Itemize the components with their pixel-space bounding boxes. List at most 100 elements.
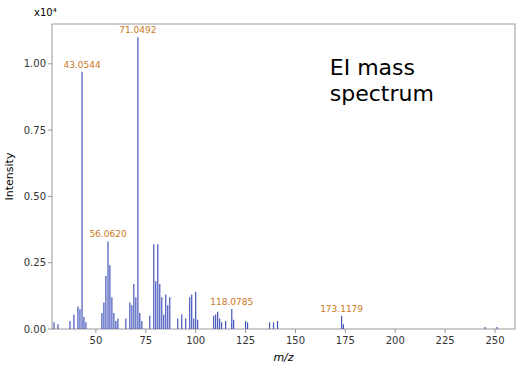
peak [85,322,86,329]
peak [169,297,170,329]
peak [341,316,342,329]
peak [103,302,104,329]
peak [131,305,132,329]
peak [231,309,232,329]
y-tick-label: 0.50 [24,191,46,202]
peak [73,314,74,329]
y-tick [48,63,52,64]
x-tick-label: 150 [286,335,305,346]
peak [155,281,156,329]
x-tick-label: 125 [236,335,255,346]
peak [137,37,138,329]
y-tick [48,130,52,131]
peak [129,302,130,329]
peak [159,284,160,329]
y-tick-label: 0.75 [24,125,46,136]
peak [115,321,116,329]
y-axis-label: Intensity [3,152,16,200]
peak [181,314,182,329]
peak [225,321,226,329]
x-tick [345,329,346,333]
peak [161,297,162,329]
title: EI massspectrum [330,55,434,106]
peak [217,312,218,329]
peak [149,316,150,329]
peak [79,309,80,329]
peaks [54,37,497,329]
peak [157,244,158,329]
chart: 50751001251501752002252500.000.250.500.7… [0,0,527,369]
peak [247,322,248,329]
peak [343,324,344,329]
peak [221,322,222,329]
peak [117,318,118,329]
x-tick [195,329,196,333]
annotations: 43.054456.062071.0492118.0785173.1179 [63,25,363,313]
peak [245,321,246,329]
y-tick [48,196,52,197]
peak [484,327,485,329]
x-tick [295,329,296,333]
x-tick [395,329,396,333]
peak [177,318,178,329]
y-axis: 0.00 0.25 0.50 0.75 1.00 [24,58,52,334]
peak [83,317,84,329]
x-tick-label: 200 [386,335,405,346]
peak [101,313,102,329]
y-tick-label: 0.00 [24,324,46,335]
plot-frame [52,24,515,329]
x-axis-label: m/z [273,351,293,364]
peak [193,318,194,329]
peak [215,314,216,329]
peak [189,297,190,329]
peak [141,321,142,329]
peak [163,314,164,329]
x-tick [445,329,446,333]
y-tick-label: 0.25 [24,257,46,268]
peak [233,320,234,329]
peak [496,327,497,329]
x-axis: 5075100125150175200225250 [90,329,505,346]
peak [57,324,58,329]
peak-label: 43.0544 [63,60,100,70]
peak [165,295,166,329]
x-tick-label: 250 [485,335,504,346]
peak-label: 56.0620 [89,229,126,239]
peak [213,316,214,329]
peak [135,297,136,329]
x-tick [245,329,246,333]
x-tick [145,329,146,333]
peak [107,241,108,329]
peak [105,276,106,329]
peak [125,318,126,329]
x-tick-label: 100 [186,335,205,346]
peak [53,322,54,329]
x-tick-label: 175 [336,335,355,346]
peak [133,284,134,329]
y-tick-label: 1.00 [24,58,46,69]
peak [113,313,114,329]
x-tick [95,329,96,333]
peak [277,321,278,329]
peak [191,295,192,329]
peak [81,72,82,329]
x-tick-label: 225 [436,335,455,346]
y-tick [48,262,52,263]
y-tick [48,329,52,330]
peak [111,297,112,329]
peak [77,306,78,329]
peak [69,321,70,329]
peak [219,318,220,329]
peak [167,305,168,329]
peak [273,322,274,329]
peak [109,265,110,329]
x-tick [495,329,496,333]
peak [139,313,140,329]
peak [197,320,198,329]
peak [185,318,186,329]
peak-label: 173.1179 [320,304,363,314]
peak [269,322,270,329]
peak [195,292,196,329]
peak-label: 71.0492 [119,25,156,35]
x-tick-label: 75 [139,335,152,346]
